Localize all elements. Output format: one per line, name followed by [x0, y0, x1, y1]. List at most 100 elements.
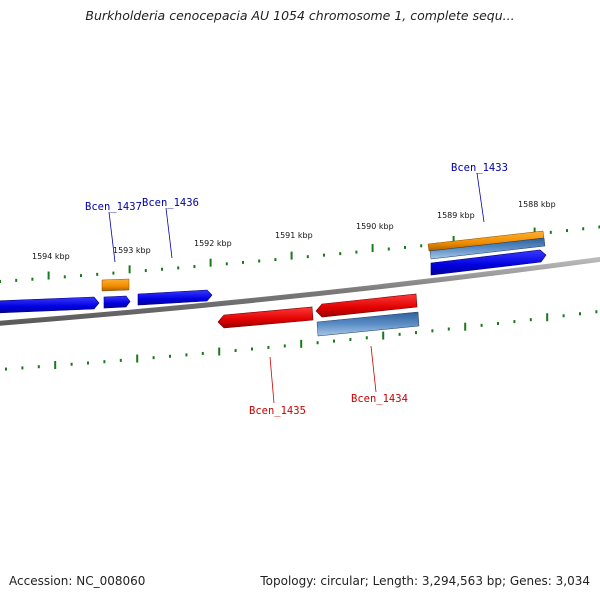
accession-text: Accession: NC_008060 — [9, 574, 146, 588]
major-tick — [371, 244, 374, 253]
rna-feature-bcen-1437[interactable] — [101, 278, 130, 292]
inner-tick-ring — [5, 310, 598, 371]
minor-tick — [549, 230, 552, 234]
minor-tick — [349, 337, 352, 341]
minor-tick — [480, 323, 483, 327]
minor-tick — [529, 318, 532, 322]
map-title: Burkholderia cenocepacia AU 1054 chromos… — [85, 8, 515, 23]
minor-tick — [0, 280, 1, 283]
leader-bcen-1437 — [108, 211, 116, 263]
major-tick — [54, 360, 57, 369]
gene-label-bcen-1435[interactable]: Bcen_1435 — [249, 405, 306, 417]
gene-feature-track — [316, 237, 546, 337]
minor-tick — [267, 345, 270, 349]
leader-bcen-1433 — [476, 172, 485, 223]
major-tick — [209, 258, 212, 267]
gene-label-bcen-1437[interactable]: Bcen_1437 — [85, 201, 142, 213]
minor-tick — [234, 349, 237, 353]
leader-bcen-1434 — [370, 345, 377, 393]
tick-label-1591: 1591 kbp — [275, 231, 313, 240]
minor-tick — [497, 321, 499, 325]
minor-tick — [87, 361, 89, 365]
tick-label-1590: 1590 kbp — [356, 222, 394, 231]
major-tick — [452, 236, 455, 245]
minor-tick — [274, 258, 277, 262]
tick-label-1593: 1593 kbp — [113, 246, 151, 255]
minor-tick — [169, 354, 171, 358]
minor-tick — [431, 329, 434, 333]
minor-tick — [323, 253, 325, 257]
minor-tick — [420, 244, 423, 248]
cds-arrow-bcen-1433[interactable] — [430, 249, 547, 276]
gene-feature-bcen-1434[interactable] — [316, 311, 420, 337]
minor-tick — [333, 339, 335, 343]
gene-label-bcen-1436[interactable]: Bcen_1436 — [142, 197, 199, 209]
gene-label-bcen-1434[interactable]: Bcen_1434 — [351, 393, 408, 405]
cds-arrow-bcen-1436[interactable] — [137, 289, 213, 306]
gene-label-bcen-1433[interactable]: Bcen_1433 — [451, 162, 508, 174]
cds-arrow-bcen-1435[interactable] — [217, 306, 314, 329]
minor-tick — [63, 275, 66, 279]
rna-feature-track — [101, 230, 545, 292]
major-tick — [546, 313, 549, 322]
leader-bcen-1436 — [165, 207, 173, 259]
minor-tick — [579, 312, 581, 316]
minor-tick — [112, 271, 115, 275]
major-tick — [382, 331, 385, 340]
tick-label-1594: 1594 kbp — [32, 252, 70, 261]
cds-arrow-bcen-1434[interactable] — [315, 293, 418, 318]
minor-tick — [177, 266, 180, 270]
gene-feature-bcen-1433[interactable] — [429, 237, 546, 260]
reverse-cds-track — [217, 293, 418, 329]
minor-tick — [404, 245, 406, 249]
cds-arrow-bcen-1437[interactable] — [103, 295, 131, 309]
minor-tick — [21, 366, 24, 370]
tick-label-1592: 1592 kbp — [194, 239, 232, 248]
minor-tick — [306, 255, 309, 259]
tick-label-1589: 1589 kbp — [437, 211, 475, 220]
minor-tick — [96, 272, 99, 276]
minor-tick — [283, 344, 286, 348]
minor-tick — [595, 310, 598, 314]
minor-tick — [387, 247, 390, 251]
minor-tick — [447, 327, 450, 331]
minor-tick — [258, 259, 261, 263]
sequence-summary-text: Topology: circular; Length: 3,294,563 bp… — [260, 574, 590, 588]
minor-tick — [161, 267, 163, 271]
minor-tick — [365, 336, 368, 340]
cds-arrow-left[interactable] — [0, 296, 100, 314]
minor-tick — [225, 262, 228, 266]
tick-label-1588: 1588 kbp — [518, 200, 556, 209]
minor-tick — [70, 362, 73, 366]
minor-tick — [201, 351, 204, 355]
minor-tick — [398, 332, 401, 336]
minor-tick — [80, 274, 82, 278]
leader-bcen-1435 — [269, 356, 275, 404]
minor-tick — [566, 229, 568, 233]
minor-tick — [15, 278, 18, 282]
chromosome-backbone — [0, 256, 600, 326]
minor-tick — [339, 252, 342, 256]
minor-tick — [562, 314, 565, 318]
minor-tick — [251, 347, 253, 351]
minor-tick — [152, 356, 155, 360]
major-tick — [464, 322, 467, 331]
minor-tick — [582, 227, 585, 231]
minor-tick — [37, 365, 40, 369]
minor-tick — [242, 260, 244, 264]
minor-tick — [415, 331, 417, 335]
major-tick — [533, 227, 536, 236]
minor-tick — [316, 341, 319, 345]
major-tick — [128, 265, 131, 274]
minor-tick — [31, 277, 34, 281]
minor-tick — [185, 353, 188, 357]
major-tick — [218, 347, 221, 356]
minor-tick — [119, 358, 122, 362]
minor-tick — [144, 269, 147, 273]
minor-tick — [193, 265, 196, 269]
minor-tick — [5, 367, 7, 371]
minor-tick — [598, 225, 600, 229]
major-tick — [290, 251, 293, 260]
minor-tick — [103, 360, 106, 364]
